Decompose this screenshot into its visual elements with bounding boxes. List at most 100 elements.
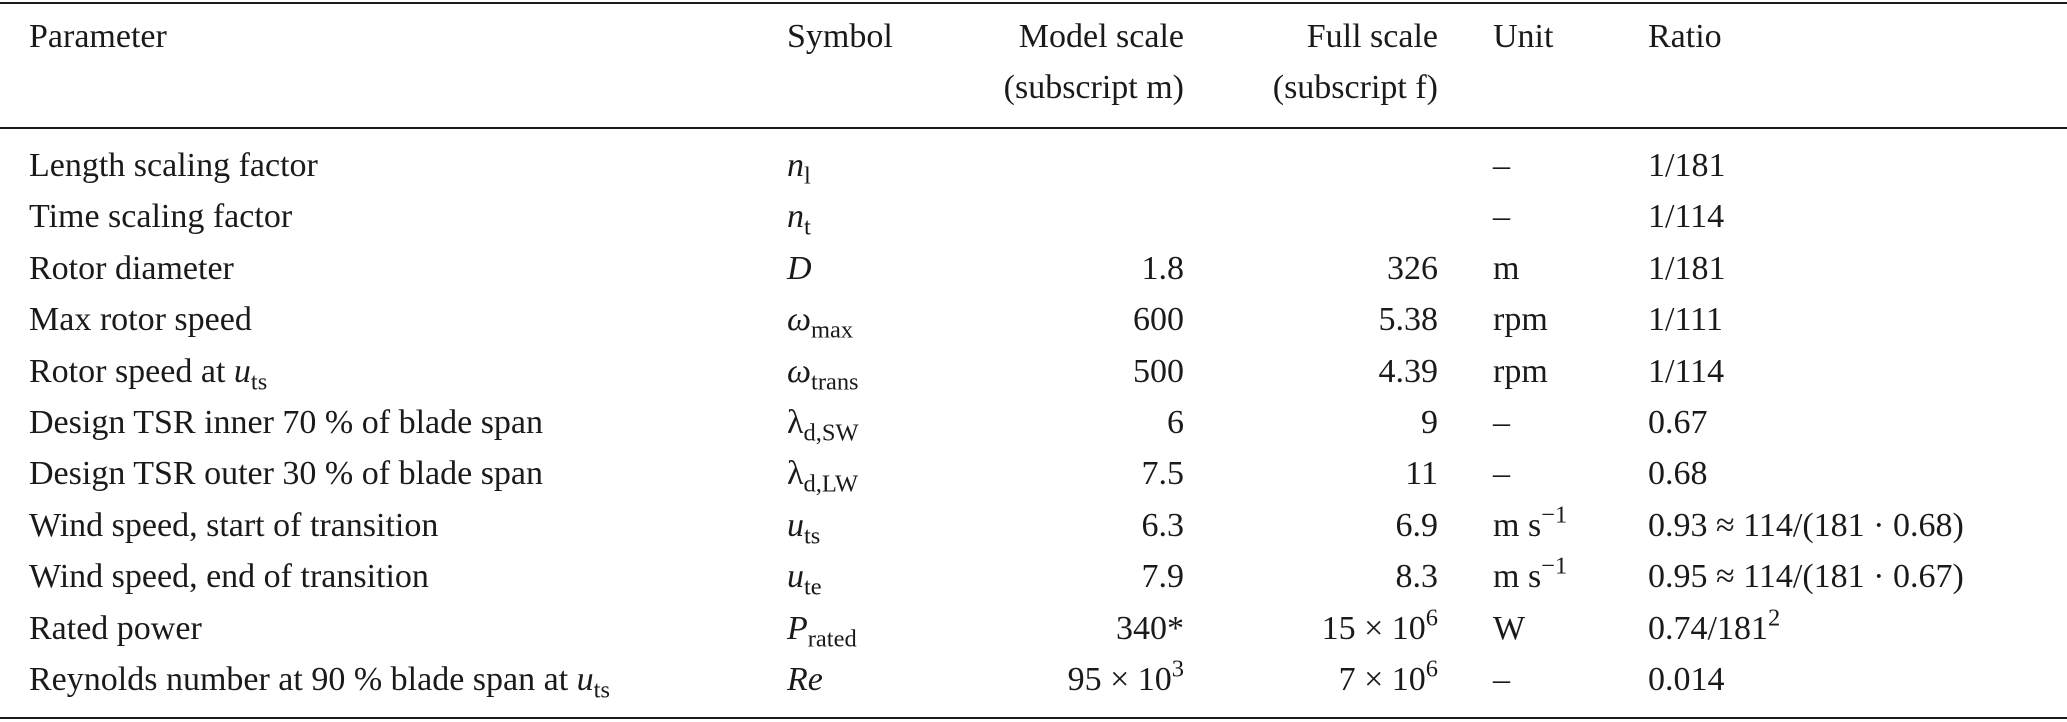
- parameter-cell: Time scaling factor: [29, 197, 292, 237]
- symbol-cell: λd,SW: [787, 403, 859, 447]
- text: 5.38: [1378, 301, 1439, 339]
- text: 500: [1133, 352, 1184, 390]
- text: 7.9: [1141, 558, 1185, 596]
- text: 15 × 10: [1321, 609, 1426, 647]
- superscript: −1: [1541, 501, 1568, 529]
- subscript: ts: [250, 367, 268, 395]
- symbol-cell: Re: [787, 660, 823, 700]
- text: m s: [1493, 506, 1542, 544]
- text: –: [1493, 147, 1510, 184]
- text: W: [1493, 609, 1526, 647]
- header-symbol: Symbol: [787, 18, 893, 55]
- text: 1/181: [1648, 249, 1726, 287]
- text: 6: [1167, 404, 1184, 441]
- model-scale-cell: 95 × 103: [1067, 657, 1184, 700]
- unit-cell: rpm: [1493, 352, 1548, 392]
- text: 7 × 10: [1338, 661, 1426, 698]
- ratio-cell: 0.014: [1648, 660, 1725, 700]
- subscript: trans: [811, 367, 859, 395]
- header-model-scale: Model scale: [1018, 18, 1184, 55]
- text: λ: [787, 404, 804, 441]
- text: 0.93 ≈ 114/(181 · 0.68): [1648, 506, 1964, 544]
- text: ω: [787, 352, 812, 390]
- subscript: te: [804, 573, 822, 601]
- model-scale-cell: 500: [1133, 352, 1184, 392]
- text: Wind speed, start of transition: [29, 506, 439, 544]
- unit-cell: –: [1493, 146, 1510, 186]
- ratio-cell: 1/114: [1648, 197, 1724, 237]
- text: m: [1493, 249, 1520, 287]
- text: Length scaling factor: [29, 147, 318, 184]
- symbol-cell: nt: [787, 197, 811, 239]
- text: 0.95 ≈ 114/(181 · 0.67): [1648, 558, 1964, 596]
- parameter-cell: Rated power: [29, 609, 202, 649]
- parameter-cell: Rotor speed at uts: [29, 352, 268, 395]
- text: 7.5: [1141, 455, 1185, 493]
- header-ratio: Ratio: [1648, 18, 1722, 55]
- text: Reynolds number at 90 % blade span at: [29, 661, 577, 698]
- text: n: [787, 198, 804, 236]
- text: 6.3: [1141, 506, 1185, 544]
- text: D: [787, 249, 812, 287]
- text: 1/114: [1648, 352, 1725, 390]
- text: –: [1493, 198, 1510, 236]
- text: Wind speed, end of transition: [29, 558, 429, 596]
- superscript: 3: [1171, 655, 1184, 683]
- superscript: 6: [1425, 604, 1438, 632]
- subscript: d,SW: [803, 419, 859, 447]
- symbol-cell: D: [787, 249, 812, 289]
- top-rule: [0, 2, 2067, 4]
- text: –: [1493, 404, 1510, 441]
- unit-cell: –: [1493, 197, 1510, 237]
- ratio-cell: 0.93 ≈ 114/(181 · 0.68): [1648, 506, 1964, 546]
- text: rpm: [1493, 301, 1548, 339]
- superscript: −1: [1541, 552, 1568, 580]
- text: –: [1493, 455, 1510, 493]
- text: 340*: [1116, 609, 1184, 647]
- text: λ: [787, 455, 804, 493]
- text: 0.014: [1648, 661, 1725, 698]
- text: 6.9: [1395, 506, 1439, 544]
- subscript: ts: [804, 522, 821, 550]
- text: u: [576, 661, 594, 698]
- symbol-cell: uts: [787, 506, 821, 550]
- ratio-cell: 0.68: [1648, 454, 1708, 494]
- text: 1/114: [1648, 198, 1725, 236]
- superscript: 2: [1767, 604, 1781, 632]
- subscript: l: [804, 162, 811, 190]
- ratio-cell: 0.67: [1648, 403, 1708, 443]
- model-scale-cell: 600: [1133, 300, 1184, 340]
- text: rpm: [1493, 352, 1548, 390]
- subscript: max: [811, 316, 854, 344]
- text: Re: [787, 661, 823, 698]
- text: u: [233, 352, 251, 390]
- text: 11: [1405, 455, 1438, 493]
- superscript: 6: [1425, 655, 1438, 683]
- ratio-cell: 1/111: [1648, 300, 1723, 340]
- unit-cell: m: [1493, 249, 1519, 289]
- text: m s: [1493, 558, 1542, 596]
- text: 0.74/181: [1648, 609, 1768, 647]
- text: Rotor speed at: [29, 352, 234, 390]
- header-full-scale: (subscript f): [1272, 69, 1438, 106]
- subscript: d,LW: [803, 470, 859, 498]
- unit-cell: m s−1: [1493, 503, 1567, 546]
- text: Design TSR inner 70 % of blade span: [29, 404, 544, 441]
- model-scale-cell: 7.9: [1142, 557, 1185, 597]
- text: 95 × 10: [1067, 661, 1172, 698]
- text: n: [787, 147, 804, 184]
- text: 1.8: [1141, 249, 1185, 287]
- unit-cell: rpm: [1493, 300, 1548, 340]
- subscript: rated: [807, 624, 857, 652]
- symbol-cell: ωtrans: [787, 352, 859, 395]
- header-model-scale: (subscript m): [1003, 69, 1184, 106]
- symbol-cell: nl: [787, 146, 811, 190]
- parameter-cell: Max rotor speed: [29, 300, 252, 340]
- full-scale-cell: 4.39: [1379, 352, 1439, 392]
- unit-cell: m s−1: [1493, 554, 1567, 597]
- header-unit: Unit: [1493, 18, 1554, 55]
- text: Max rotor speed: [29, 301, 252, 339]
- text: Time scaling factor: [29, 198, 293, 236]
- subscript: ts: [593, 676, 610, 704]
- full-scale-cell: 5.38: [1379, 300, 1439, 340]
